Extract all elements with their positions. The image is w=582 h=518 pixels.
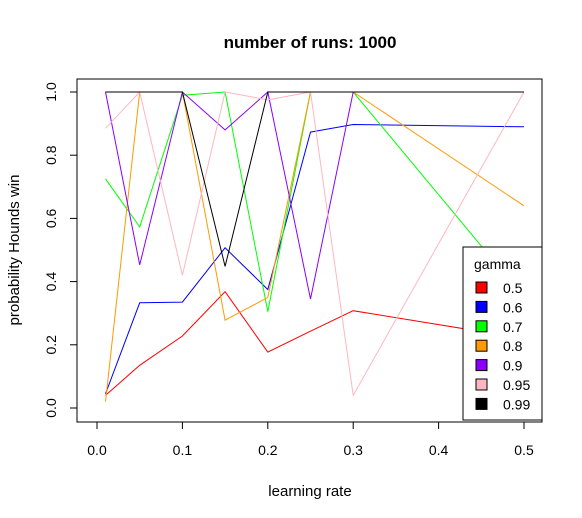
legend-label-0-7: 0.7 [503, 319, 523, 335]
series-line-0-95 [105, 90, 525, 397]
y-axis-label: probability Hounds win [6, 175, 23, 326]
series-line-0-6 [105, 123, 525, 394]
y-tick-label: 0.8 [43, 145, 59, 165]
x-axis: 0.0 0.1 0.2 0.3 0.4 0.5 [87, 421, 534, 458]
legend: gamma 0.5 0.6 0.7 0.8 0.9 0.95 0.99 [462, 246, 543, 421]
series-line-0-99 [105, 91, 524, 267]
legend-swatch-0-9 [475, 359, 488, 372]
x-axis-label: learning rate [268, 483, 351, 500]
series-line-0-9 [105, 91, 524, 300]
chart-title: number of runs: 1000 [224, 33, 397, 52]
legend-label-0-5: 0.5 [503, 280, 523, 296]
x-tick-label: 0.3 [343, 442, 363, 458]
x-tick-label: 0.4 [429, 442, 449, 458]
x-tick-label: 0.0 [87, 442, 107, 458]
legend-swatch-0-8 [475, 339, 488, 352]
legend-title: gamma [474, 256, 521, 272]
y-tick-label: 0.4 [43, 272, 59, 292]
x-tick-label: 0.2 [258, 442, 278, 458]
legend-items: 0.5 0.6 0.7 0.8 0.9 0.95 0.99 [475, 280, 530, 412]
series-line-0-5 [105, 290, 525, 396]
y-tick-label: 0.0 [43, 398, 59, 418]
y-axis: 0.0 0.2 0.4 0.6 0.8 1.0 [43, 82, 78, 418]
series-lines [105, 90, 525, 402]
y-tick-label: 0.2 [43, 335, 59, 355]
legend-label-0-99: 0.99 [503, 396, 530, 412]
legend-label-0-6: 0.6 [503, 299, 523, 315]
legend-box [462, 246, 543, 421]
legend-swatch-0-5 [475, 281, 488, 294]
legend-label-0-8: 0.8 [503, 338, 523, 354]
legend-label-0-95: 0.95 [503, 377, 530, 393]
legend-swatch-0-99 [475, 397, 488, 410]
legend-label-0-9: 0.9 [503, 358, 523, 374]
y-tick-label: 0.6 [43, 208, 59, 228]
legend-swatch-0-6 [475, 300, 488, 313]
y-tick-label: 1.0 [43, 82, 59, 102]
x-tick-label: 0.5 [514, 442, 534, 458]
x-tick-label: 0.1 [173, 442, 193, 458]
legend-swatch-0-7 [475, 320, 488, 333]
legend-swatch-0-95 [475, 378, 488, 391]
